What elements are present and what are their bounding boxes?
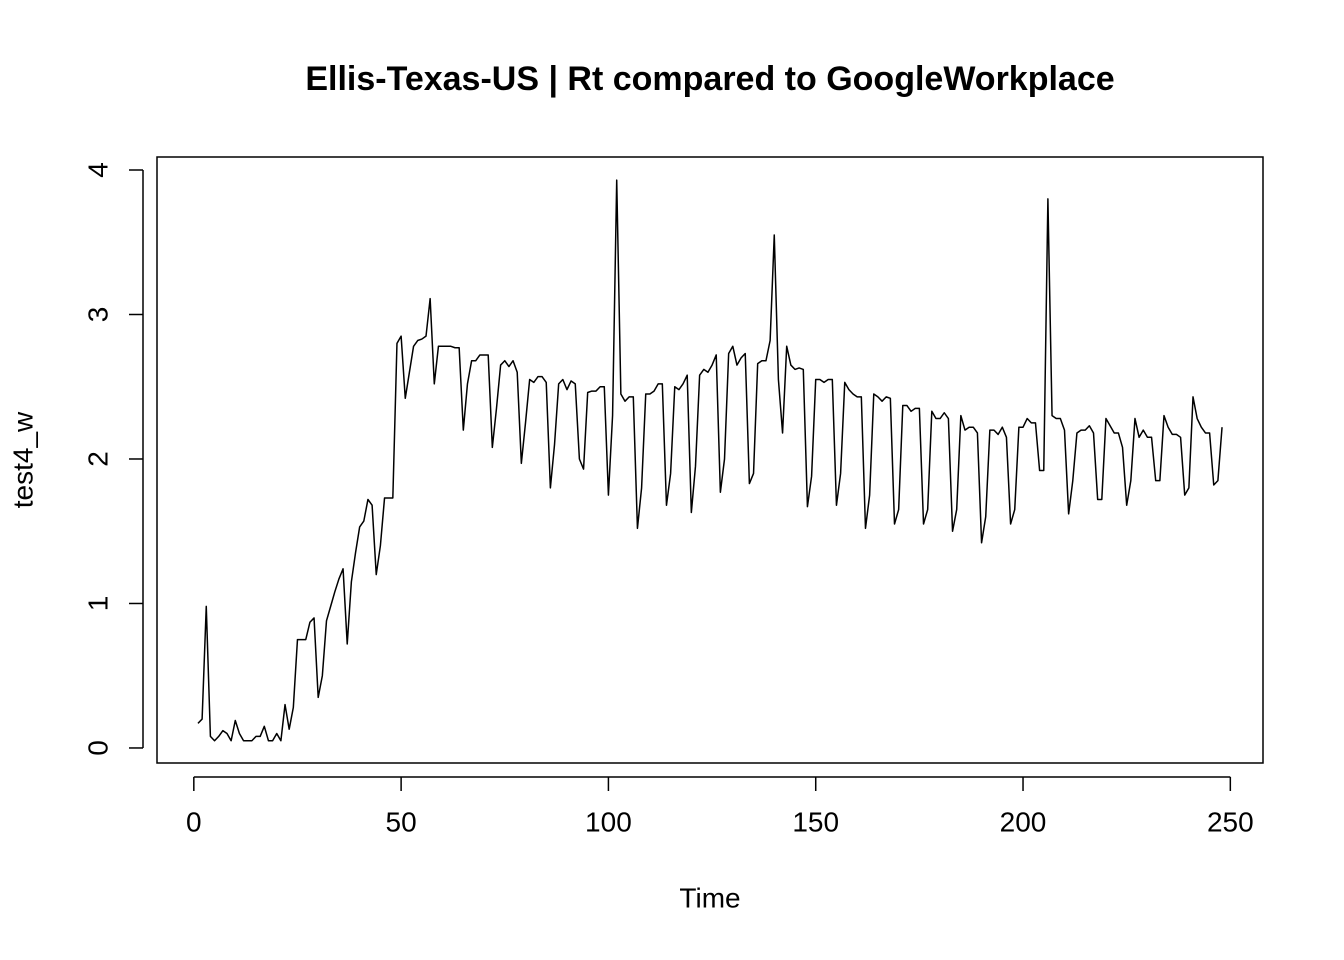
y-tick-label: 4 — [82, 162, 113, 178]
x-tick-label: 250 — [1207, 806, 1254, 837]
x-axis-label: Time — [679, 882, 740, 913]
y-tick-label: 3 — [82, 307, 113, 323]
x-tick-label: 0 — [186, 806, 202, 837]
plot-box — [156, 156, 1264, 764]
x-tick-label: 100 — [585, 806, 632, 837]
x-tick-label: 50 — [386, 806, 417, 837]
chart-title: Ellis-Texas-US | Rt compared to GoogleWo… — [305, 60, 1114, 98]
data-line — [197, 179, 1223, 742]
x-tick-label: 150 — [792, 806, 839, 837]
y-tick-label: 0 — [82, 740, 113, 756]
y-tick-label: 1 — [82, 596, 113, 612]
y-tick-label: 2 — [82, 451, 113, 467]
y-axis-label: test4_w — [7, 411, 38, 508]
x-tick-label: 200 — [1000, 806, 1047, 837]
